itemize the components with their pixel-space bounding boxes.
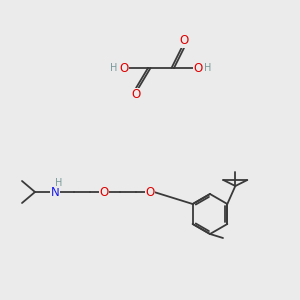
Text: O: O xyxy=(99,185,109,199)
Text: H: H xyxy=(110,63,118,73)
Text: O: O xyxy=(146,185,154,199)
Text: O: O xyxy=(131,88,141,101)
Text: O: O xyxy=(179,34,189,47)
Text: H: H xyxy=(55,178,63,188)
Text: O: O xyxy=(194,61,202,74)
Text: O: O xyxy=(119,61,129,74)
Text: N: N xyxy=(51,185,59,199)
Text: H: H xyxy=(204,63,212,73)
